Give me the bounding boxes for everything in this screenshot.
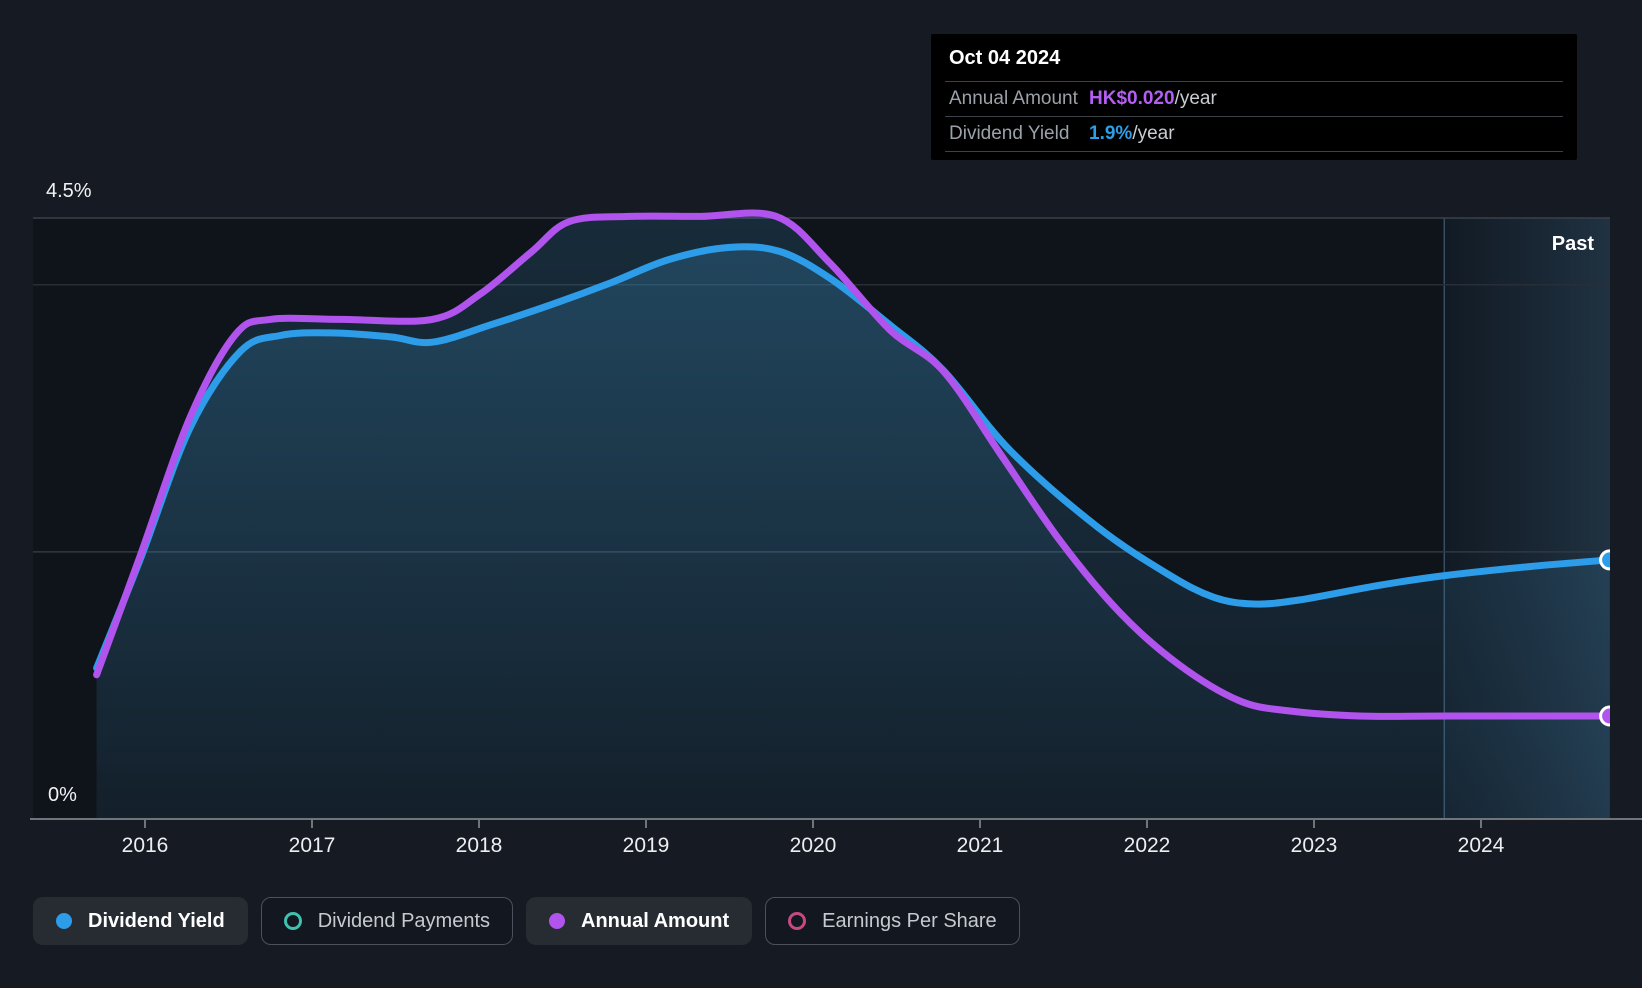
legend-label: Dividend Payments xyxy=(317,909,491,932)
x-axis-label-2016: 2016 xyxy=(122,834,169,857)
x-axis-label-2019: 2019 xyxy=(623,834,670,857)
x-axis-label-2017: 2017 xyxy=(289,834,336,857)
dividend-yield-line[interactable] xyxy=(93,243,1610,672)
legend-toggle-dividend-yield[interactable]: Dividend Yield xyxy=(33,897,248,945)
tooltip-date: Oct 04 2024 xyxy=(949,47,1061,69)
annual-amount-area-fill xyxy=(96,212,1610,819)
tooltip-divider xyxy=(945,151,1563,152)
tooltip-value-annual-amount: HK$0.020 xyxy=(1089,88,1175,109)
chart-legend: Dividend Yield Dividend Payments Annual … xyxy=(33,897,1020,945)
annual-amount-dot-icon xyxy=(549,913,566,929)
dividend-yield-endpoint-marker[interactable] xyxy=(1599,549,1619,571)
tooltip-suffix: /year xyxy=(1174,88,1217,109)
annual-amount-endpoint-marker[interactable] xyxy=(1599,705,1619,727)
legend-label: Annual Amount xyxy=(581,909,730,932)
annual-amount-line[interactable] xyxy=(93,209,1610,720)
x-axis-label-2020: 2020 xyxy=(790,834,837,857)
x-axis-label-2023: 2023 xyxy=(1291,834,1338,857)
x-axis-label-2024: 2024 xyxy=(1458,834,1505,857)
dividend-yield-dot-icon xyxy=(56,913,72,929)
y-axis-max-label: 4.5% xyxy=(46,180,92,202)
x-axis-label-2022: 2022 xyxy=(1124,834,1171,857)
tooltip-suffix: /year xyxy=(1132,123,1175,144)
tooltip-row-annual-amount: Annual Amount HK$0.020/year xyxy=(945,81,1563,116)
legend-toggle-dividend-payments[interactable]: Dividend Payments xyxy=(260,897,514,945)
x-axis-label-2018: 2018 xyxy=(456,834,503,857)
legend-toggle-earnings-per-share[interactable]: Earnings Per Share xyxy=(765,897,1020,945)
legend-label: Dividend Yield xyxy=(88,909,225,932)
tooltip-label: Annual Amount xyxy=(949,88,1078,109)
tooltip-value-dividend-yield: 1.9% xyxy=(1089,123,1133,144)
chart-tooltip: Oct 04 2024 Annual Amount HK$0.020/year … xyxy=(931,34,1577,160)
y-axis-min-label: 0% xyxy=(48,784,77,806)
dividend-payments-ring-icon xyxy=(283,912,302,930)
legend-label: Earnings Per Share xyxy=(822,909,997,932)
x-axis-label-2021: 2021 xyxy=(957,834,1004,857)
tooltip-row-dividend-yield: Dividend Yield 1.9%/year xyxy=(945,116,1563,151)
legend-toggle-annual-amount[interactable]: Annual Amount xyxy=(526,897,753,945)
earnings-per-share-ring-icon xyxy=(788,912,807,930)
tooltip-label: Dividend Yield xyxy=(949,123,1070,144)
past-label: Past xyxy=(1552,233,1595,255)
